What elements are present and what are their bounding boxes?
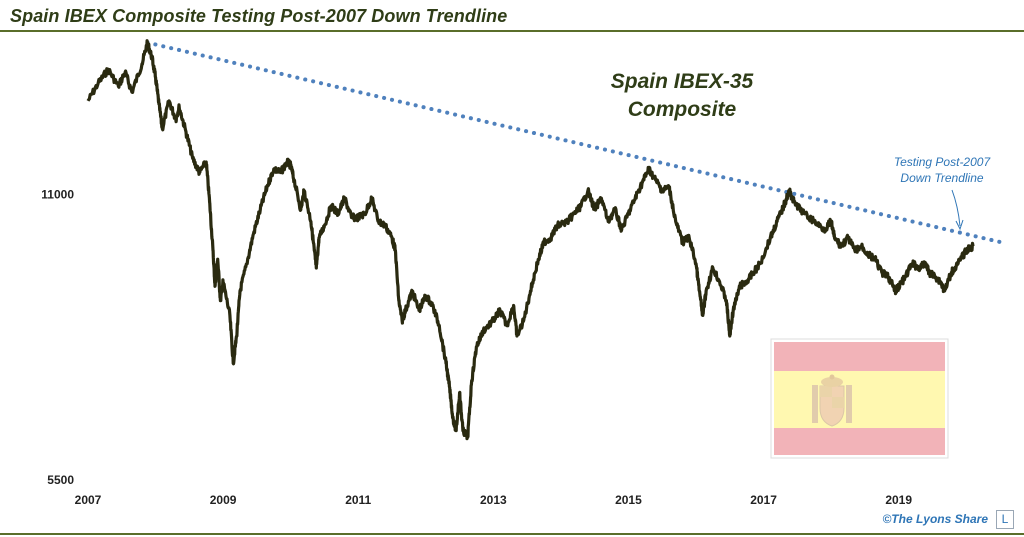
x-tick-label-2011: 2011 (345, 493, 371, 507)
bottom-divider (0, 533, 1024, 535)
x-tick-label-2017: 2017 (750, 493, 777, 507)
flag-stripe-top (774, 342, 945, 371)
x-tick-labels: 2007 2009 2011 2013 2015 2017 2019 (75, 493, 913, 507)
annotation-line-2: Down Trendline (900, 171, 983, 185)
chart-title-line-1: Spain IBEX-35 (611, 70, 754, 93)
credit-text: ©The Lyons Share (882, 512, 988, 526)
annotation-line-1: Testing Post-2007 (894, 155, 992, 169)
spain-flag-image (770, 338, 949, 459)
x-tick-label-2007: 2007 (75, 493, 102, 507)
annotation-arrowhead (955, 219, 964, 231)
coat-of-arms-icon (812, 374, 852, 427)
series-layer (86, 39, 975, 441)
chart-title: Spain IBEX-35 Composite (611, 70, 754, 121)
y-tick-label-5500: 5500 (47, 473, 74, 487)
y-tick-labels: 5500 11000 (41, 187, 74, 487)
brand-logo: L (996, 510, 1014, 529)
trendline (145, 40, 1002, 244)
annotation-arrow (951, 189, 961, 227)
trendline-layer (145, 40, 1002, 244)
x-tick-label-2013: 2013 (480, 493, 507, 507)
ibex-price-line (86, 39, 975, 441)
x-tick-label-2015: 2015 (615, 493, 642, 507)
title-divider (0, 30, 1024, 32)
x-tick-label-2009: 2009 (210, 493, 237, 507)
trendline-annotation: Testing Post-2007 Down Trendline (894, 155, 992, 231)
x-tick-label-2019: 2019 (885, 493, 912, 507)
flag-stripe-middle (774, 371, 945, 428)
y-tick-label-11000: 11000 (41, 187, 74, 201)
chart-title-line-2: Composite (628, 98, 737, 121)
flag-stripe-bottom (774, 428, 945, 455)
page-title: Spain IBEX Composite Testing Post-2007 D… (10, 6, 508, 26)
